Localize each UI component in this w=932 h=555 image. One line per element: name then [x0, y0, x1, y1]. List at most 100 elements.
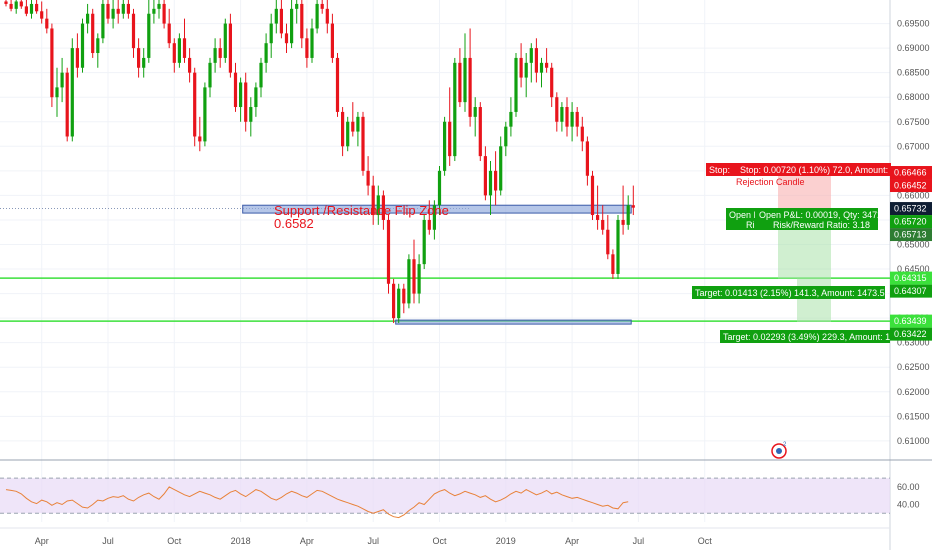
x-tick-label: 2019: [496, 536, 516, 546]
candle-body: [458, 62, 462, 103]
candle-body: [325, 8, 329, 24]
candle-body: [193, 72, 197, 137]
candle-body: [14, 1, 18, 9]
candle-body: [590, 175, 595, 216]
candle-body: [239, 82, 243, 108]
price-tag: [890, 228, 932, 242]
price-tag-text: 0.64315: [894, 273, 927, 283]
trade-labels: Stop: Stop: 0.00720 (1.10%) 72.0, Amount…: [692, 163, 901, 343]
rsi-panel: 60.00 40.00: [0, 459, 932, 519]
watermark-count: 2: [783, 442, 787, 448]
price-tag-text: 0.65732: [894, 204, 927, 214]
candle-body: [483, 156, 487, 196]
candle-body: [279, 8, 283, 34]
candle-body: [494, 170, 498, 191]
candle-body: [126, 3, 130, 14]
y-tick-label: 0.61000: [897, 436, 930, 446]
zone-rect: [395, 319, 632, 325]
candle-body: [407, 259, 411, 304]
candle-body: [341, 111, 345, 147]
candle-body: [213, 48, 217, 63]
x-tick-label: Jul: [633, 536, 645, 546]
candle-body: [402, 288, 406, 304]
candle-body: [529, 48, 533, 63]
candle-body: [295, 3, 299, 9]
candle-body: [310, 28, 314, 58]
candle-body: [392, 283, 396, 319]
candle-body: [50, 28, 54, 98]
candle-body: [626, 205, 630, 225]
open-pl-text: Open P&L: 0.00019, Qty: 34722: [759, 210, 887, 220]
price-tag: [890, 314, 932, 328]
candle-body: [203, 87, 207, 142]
candle-body: [19, 1, 23, 7]
candle-body: [601, 219, 605, 230]
price-tag-text: 0.65713: [894, 230, 927, 240]
candle-body: [35, 3, 39, 12]
candle-body: [555, 97, 559, 122]
candle-body: [412, 259, 416, 294]
candle-body: [545, 62, 549, 68]
candle-body: [116, 8, 120, 14]
candle-body: [121, 3, 125, 14]
price-tag: [890, 271, 932, 285]
price-tag: [890, 179, 932, 193]
candle-body: [274, 8, 278, 24]
price-tag-text: 0.66466: [894, 168, 927, 178]
target1-label-box: Target: 0.01413 (2.15%) 141.3, Amount: 1…: [692, 286, 890, 299]
rr-short-text: Ri: [746, 220, 755, 230]
candle-body: [111, 8, 115, 19]
candle-body: [259, 62, 263, 88]
candle-body: [631, 205, 635, 208]
open-pl-short-box: Open I Ri: [726, 208, 756, 230]
candle-body: [463, 57, 467, 103]
y-tick-label: 0.64500: [897, 264, 930, 274]
candle-body: [397, 288, 401, 319]
target2-area: [797, 278, 831, 322]
candle-body: [575, 111, 579, 127]
candle-body: [524, 62, 528, 78]
zone-rect: [242, 204, 632, 214]
candle-body: [580, 126, 584, 142]
candle-body: [432, 205, 436, 230]
price-tags: 0.66466 0.66452 0.65732 0.65720 0.65713 0.643…: [890, 166, 932, 341]
candle-body: [223, 23, 227, 58]
grid-lines: [0, 0, 890, 522]
price-tag-text: 0.63439: [894, 316, 927, 326]
candle-body: [422, 219, 426, 265]
candle-body: [70, 48, 74, 137]
candle-body: [504, 126, 508, 147]
candle-body: [534, 48, 538, 73]
y-tick-label: 0.67000: [897, 141, 930, 151]
candle-body: [147, 13, 151, 58]
candle-body: [448, 121, 452, 157]
target1-label-text: Target: 0.01413 (2.15%) 141.3, Amount: 1…: [695, 288, 890, 298]
candle-body: [565, 107, 569, 127]
candle-body: [320, 3, 324, 9]
candle-body: [188, 57, 192, 73]
candle-body: [254, 87, 258, 108]
price-tag-text: 0.65720: [894, 217, 927, 227]
candle-body: [468, 57, 472, 117]
x-tick-label: Oct: [167, 536, 182, 546]
zone-title-label: Support /Resistance Flip Zone: [274, 203, 449, 218]
candle-body: [356, 116, 360, 132]
candle-body: [131, 13, 136, 49]
candle-body: [218, 48, 222, 58]
candle-body: [611, 254, 615, 274]
candle-body: [162, 3, 166, 24]
rsi-line: [5, 486, 629, 519]
candle-body: [478, 107, 482, 157]
candle-body: [335, 57, 340, 112]
candle-body: [300, 3, 304, 39]
candle-body: [290, 8, 294, 44]
candle-body: [65, 72, 69, 137]
open-pl-box: Open P&L: 0.00019, Qty: 34722 Risk/Rewar…: [755, 208, 887, 230]
candle-body: [443, 121, 447, 171]
y-tick-label: 0.68000: [897, 92, 930, 102]
x-tick-label: 2018: [231, 536, 251, 546]
candle-body: [596, 215, 600, 220]
candle-body: [157, 3, 161, 9]
